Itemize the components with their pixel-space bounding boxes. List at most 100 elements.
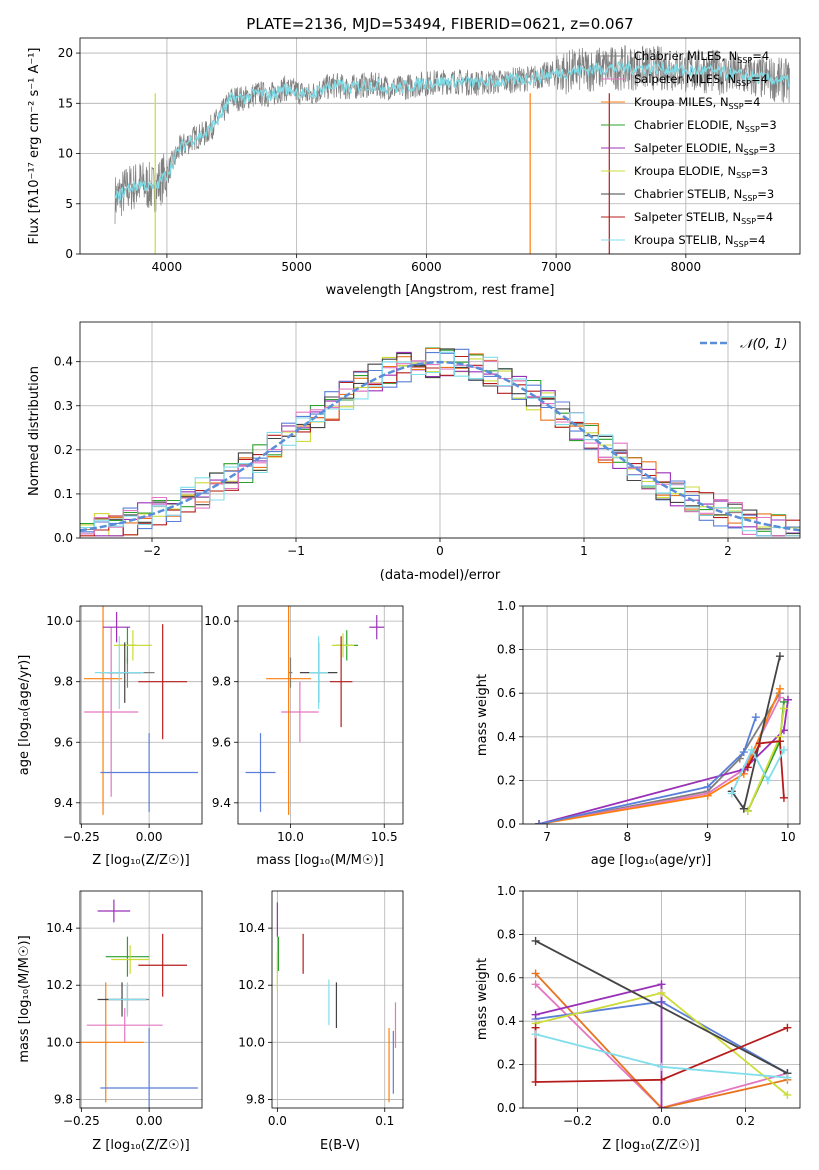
legend-value: =4 bbox=[751, 72, 768, 86]
spectrum-xtick-label: 8000 bbox=[671, 260, 702, 274]
mass-vs-z-chart: −0.25 0.00 9.8 10.0 10.2 10.4 bbox=[46, 890, 203, 1128]
normal-pdf-curve bbox=[80, 360, 800, 532]
age_vs_mass-plot-area bbox=[245, 606, 385, 815]
weight-series-line bbox=[534, 983, 788, 1108]
residuals-xtick-label: −1 bbox=[287, 544, 305, 558]
legend-value: =4 bbox=[756, 210, 773, 224]
weight-point-marker bbox=[743, 806, 752, 815]
age_vs_Z-ytick-label: 10.0 bbox=[46, 614, 73, 628]
mass_vs_ebv-ytick-label: 10.2 bbox=[238, 978, 265, 992]
legend-value: =4 bbox=[749, 233, 766, 247]
weight_vs_Z-plot-area bbox=[531, 936, 792, 1108]
mass_vs_ebv-plot-area bbox=[276, 902, 397, 1103]
legend-value: =4 bbox=[752, 49, 769, 63]
age_vs_Z-ytick-label: 9.8 bbox=[54, 675, 73, 689]
age-z-xlabel: Z [log₁₀(Z/Z☉)] bbox=[92, 853, 189, 868]
legend-subscript: SSP bbox=[744, 148, 759, 157]
legend-entry: 𝒩(0, 1) bbox=[740, 337, 787, 352]
legend-subscript: SSP bbox=[736, 79, 751, 88]
weight_vs_Z-ytick-label: 0.6 bbox=[497, 971, 516, 985]
weight_vs_Z-xtick-label: 0.0 bbox=[652, 1114, 671, 1128]
weight_vs_age-ytick-label: 1.0 bbox=[497, 599, 516, 613]
mass_vs_ebv-axes-frame bbox=[271, 890, 404, 1109]
age_vs_Z-xtick-label: 0.00 bbox=[136, 830, 163, 844]
legend-entry: Kroupa ELODIE, NSSP=3 bbox=[634, 164, 768, 180]
legend-entry: Chabrier STELIB, NSSP=3 bbox=[634, 187, 774, 203]
weight-point-marker bbox=[779, 704, 788, 713]
weight_vs_Z-axes-frame bbox=[522, 890, 801, 1109]
weight_vs_age-ytick-label: 0.2 bbox=[497, 773, 516, 787]
residuals-xtick-label: 1 bbox=[580, 544, 588, 558]
mass_vs_ebv-ytick-label: 10.4 bbox=[238, 921, 265, 935]
weight-point-marker bbox=[775, 684, 784, 693]
residuals-xtick-label: 0 bbox=[436, 544, 444, 558]
spectrum-chart: 4000 5000 6000 7000 8000 0 5 10 15 20 Chabrier MIL… bbox=[58, 37, 801, 274]
spectrum-xtick-label: 4000 bbox=[152, 260, 183, 274]
mass_vs_ebv-ytick-label: 10.0 bbox=[238, 1035, 265, 1049]
residuals-plot-area bbox=[80, 347, 800, 537]
weight-point-marker bbox=[739, 804, 748, 813]
legend-value: =3 bbox=[759, 141, 776, 155]
legend-entry: Salpeter ELODIE, NSSP=3 bbox=[634, 141, 776, 157]
spectrum-xlabel: wavelength [Angstrom, rest frame] bbox=[326, 283, 555, 298]
legend-entry: Kroupa STELIB, NSSP=4 bbox=[634, 233, 765, 249]
mass_vs_Z-ytick-label: 10.2 bbox=[46, 978, 73, 992]
legend-value: =4 bbox=[744, 95, 761, 109]
weight_vs_Z-ytick-label: 0.8 bbox=[497, 927, 516, 941]
weight-point-marker bbox=[747, 745, 756, 754]
weight-point-marker bbox=[535, 820, 544, 824]
age_vs_mass-xtick-label: 10.0 bbox=[277, 830, 304, 844]
spectrum-xtick-label: 5000 bbox=[281, 260, 312, 274]
mass_vs_Z-xtick-label: 0.00 bbox=[136, 1114, 163, 1128]
residuals-ytick-label: 0.0 bbox=[54, 531, 73, 545]
weight-point-marker bbox=[755, 739, 764, 748]
age_vs_mass-xtick-label: 10.5 bbox=[371, 830, 398, 844]
age_vs_Z-axes-frame bbox=[79, 605, 203, 825]
model-spectrum-line bbox=[114, 61, 790, 204]
legend-value: =3 bbox=[751, 164, 768, 178]
weight_vs_age-ytick-label: 0.4 bbox=[497, 730, 516, 744]
age_vs_mass-axes-frame bbox=[237, 605, 404, 825]
weight_vs_age-xtick-label: 7 bbox=[543, 830, 551, 844]
weight_vs_Z-ytick-label: 0.2 bbox=[497, 1058, 516, 1072]
weight-vs-z-chart: −0.2 0.0 0.2 0.0 0.2 0.4 0.6 0.8 1.0 bbox=[497, 884, 801, 1128]
legend-entry: Salpeter STELIB, NSSP=4 bbox=[634, 210, 773, 226]
mass_vs_Z-plot-area bbox=[80, 899, 198, 1108]
weight-series-line bbox=[534, 972, 788, 1108]
weight_vs_Z-xtick-label: −0.2 bbox=[563, 1114, 592, 1128]
legend-subscript: SSP bbox=[734, 240, 749, 249]
weight-point-marker bbox=[703, 782, 712, 791]
residuals-axes-frame bbox=[79, 321, 801, 539]
age_vs_mass-ytick-label: 9.6 bbox=[212, 735, 231, 749]
weight-point-marker bbox=[775, 737, 784, 746]
residuals-xtick-label: −2 bbox=[143, 544, 161, 558]
observed-spectrum-line bbox=[114, 44, 790, 224]
spectrum-title: PLATE=2136, MJD=53494, FIBERID=0621, z=0… bbox=[246, 15, 633, 33]
weight_vs_Z-xtick-label: 0.2 bbox=[736, 1114, 755, 1128]
legend-subscript: SSP bbox=[737, 56, 752, 65]
weight-point-marker bbox=[727, 789, 736, 798]
weight-series-line bbox=[538, 688, 781, 824]
weight-point-marker bbox=[657, 1104, 666, 1108]
weight_vs_age-ytick-label: 0.6 bbox=[497, 686, 516, 700]
mass_vs_Z-xtick-label: −0.25 bbox=[63, 1114, 100, 1128]
weight-point-marker bbox=[657, 988, 666, 997]
weight-point-marker bbox=[779, 793, 788, 802]
legend-subscript: SSP bbox=[741, 217, 756, 226]
weight-point-marker bbox=[779, 745, 788, 754]
weight-series-line bbox=[534, 1026, 788, 1083]
weight_vs_Z-ytick-label: 0.4 bbox=[497, 1014, 516, 1028]
weight-series-line bbox=[730, 747, 785, 794]
age-z-ylabel: age [log₁₀(age/yr)] bbox=[17, 655, 32, 776]
spectrum-ytick-label: 0 bbox=[65, 247, 73, 261]
age-vs-mass-chart: 10.0 10.5 9.4 9.6 9.8 10.0 bbox=[204, 605, 404, 844]
mass-ebv-xlabel: E(B-V) bbox=[320, 1138, 360, 1153]
age_vs_Z-ytick-label: 9.6 bbox=[54, 735, 73, 749]
spectrum-plot-area bbox=[114, 44, 790, 254]
age_vs_Z-plot-area bbox=[84, 606, 198, 815]
weight-point-marker bbox=[657, 980, 666, 989]
weight_vs_age-ytick-label: 0.8 bbox=[497, 643, 516, 657]
residuals-xtick-label: 2 bbox=[724, 544, 732, 558]
weight_vs_age-xtick-label: 9 bbox=[704, 830, 712, 844]
